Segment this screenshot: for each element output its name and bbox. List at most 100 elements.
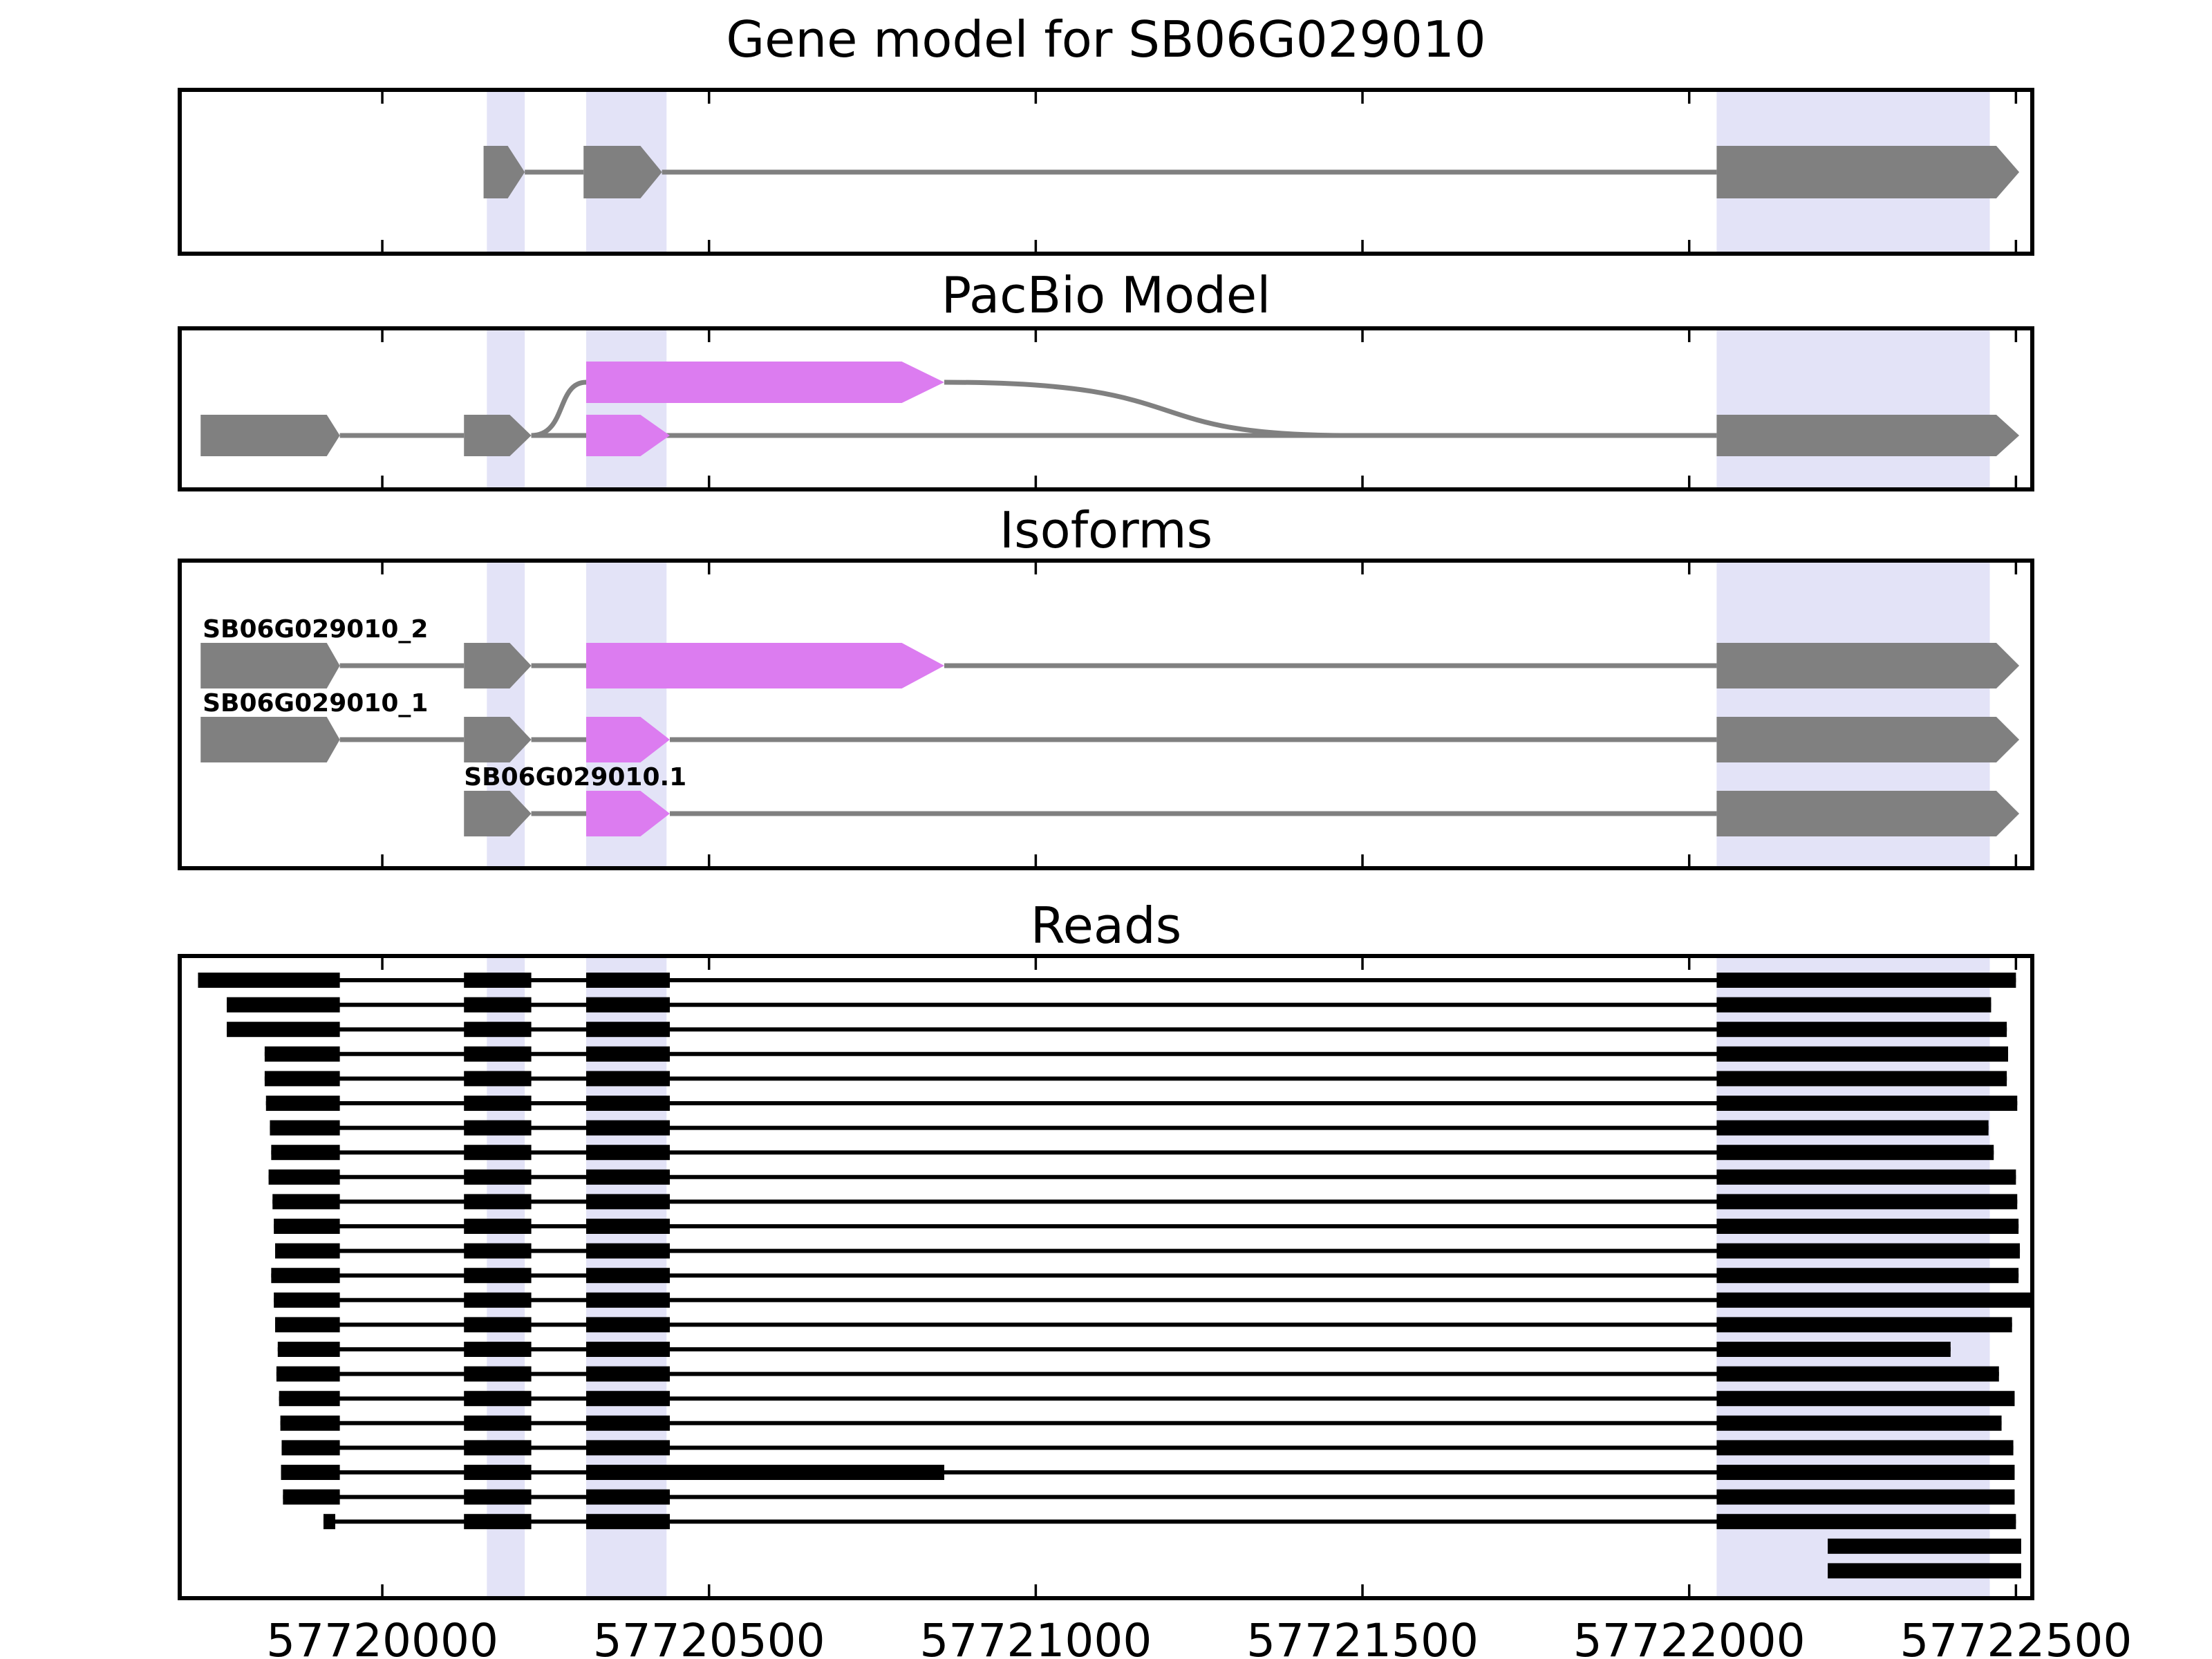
read-block	[280, 1415, 340, 1431]
read-block	[464, 1194, 532, 1210]
exon-arrow-magenta	[585, 643, 945, 688]
highlight-band	[585, 328, 667, 489]
read-block	[585, 1317, 670, 1333]
read-block	[585, 1169, 670, 1185]
read-track	[264, 1046, 2009, 1062]
read-track	[274, 1292, 2032, 1308]
read-block	[274, 1292, 340, 1308]
x-tick-label: 57720500	[593, 1614, 825, 1659]
exon-arrow-gray	[200, 643, 340, 688]
splice-curve	[944, 379, 1350, 438]
read-block	[464, 1120, 532, 1136]
read-block	[275, 1317, 340, 1333]
panel-border	[178, 559, 2034, 870]
panel-title-gene-model: Gene model for SB06G029010	[726, 10, 1485, 68]
read-track	[271, 1268, 2019, 1284]
read-block	[270, 1120, 340, 1136]
read-track	[1828, 1538, 2021, 1554]
read-block	[1716, 1489, 2015, 1505]
read-track	[198, 973, 2016, 988]
read-track	[227, 1022, 2007, 1038]
exon-arrow-gray	[464, 717, 532, 762]
panel-border	[178, 326, 2034, 491]
read-block	[464, 1342, 532, 1357]
exon-arrow-gray	[464, 415, 532, 456]
read-block	[277, 1342, 340, 1357]
read-track	[279, 1391, 2015, 1407]
read-block	[464, 1219, 532, 1234]
splice-curve	[531, 379, 587, 438]
panel-title-isoforms: Isoforms	[1000, 501, 1212, 559]
x-tick-label: 57722000	[1573, 1614, 1806, 1659]
exon-arrow-magenta	[585, 415, 670, 456]
x-tick-label: 57721000	[919, 1614, 1152, 1659]
read-block	[1716, 1022, 2007, 1038]
read-track	[277, 1342, 1951, 1357]
read-track	[275, 1317, 2012, 1333]
read-block	[464, 1243, 532, 1259]
read-block	[1716, 1145, 1994, 1161]
read-block	[1716, 1514, 2016, 1530]
panel-reads	[178, 954, 2034, 1600]
exon-arrow-gray	[1716, 415, 2020, 456]
read-track	[274, 1219, 2019, 1234]
read-block	[1716, 1317, 2012, 1333]
read-block	[464, 1169, 532, 1185]
read-track	[323, 1514, 2016, 1530]
read-block	[464, 997, 532, 1013]
read-block	[585, 1096, 670, 1111]
read-block	[585, 1366, 670, 1382]
read-block	[276, 1366, 340, 1382]
read-block	[274, 1219, 340, 1234]
exon-arrow-gray	[1716, 146, 2020, 198]
exon-arrow-gray	[200, 717, 340, 762]
read-block	[265, 1096, 340, 1111]
panel-gene_model	[178, 88, 2034, 256]
read-track	[270, 1120, 1989, 1136]
read-block	[585, 1391, 670, 1407]
read-track	[275, 1243, 2021, 1259]
exon-arrow-gray	[1716, 717, 2020, 762]
read-block	[464, 1268, 532, 1284]
exon-arrow-gray	[200, 415, 340, 456]
x-tick-label: 57720000	[266, 1614, 498, 1659]
read-block	[585, 1194, 670, 1210]
x-tick-label: 57721500	[1246, 1614, 1479, 1659]
read-block	[1716, 1219, 2019, 1234]
read-block	[585, 1022, 670, 1038]
read-block	[464, 1317, 532, 1333]
read-track	[281, 1465, 2015, 1480]
exon-arrow-gray	[1716, 643, 2020, 688]
read-block	[464, 1145, 532, 1161]
x-tick-label: 57722500	[1900, 1614, 2132, 1659]
panel-title-reads: Reads	[1031, 897, 1181, 955]
read-block	[1716, 1194, 2018, 1210]
read-track	[272, 1194, 2018, 1210]
read-block	[464, 1366, 532, 1382]
read-track	[283, 1489, 2015, 1505]
read-block	[1716, 973, 2016, 988]
read-block	[264, 1071, 340, 1087]
read-block	[1716, 1096, 2018, 1111]
read-block	[198, 973, 340, 988]
panel-isoforms: SB06G029010_2 SB06G029010_1 SB06G029010.1	[178, 559, 2034, 870]
read-track	[271, 1145, 1994, 1161]
read-block	[585, 1219, 670, 1234]
read-block	[464, 1465, 532, 1480]
read-block	[281, 1465, 340, 1480]
read-block	[272, 1194, 340, 1210]
read-block	[585, 1415, 670, 1431]
read-block	[1716, 1415, 2002, 1431]
read-block	[1716, 1391, 2015, 1407]
read-block	[464, 1514, 532, 1530]
exon-arrow-gray	[1716, 791, 2020, 836]
read-track	[1828, 1563, 2021, 1579]
read-track	[268, 1169, 2016, 1185]
read-block	[1716, 1169, 2016, 1185]
read-block	[585, 1342, 670, 1357]
read-block	[464, 1071, 532, 1087]
exon-arrow-gray	[464, 791, 532, 836]
read-block	[1716, 1465, 2015, 1480]
read-block	[264, 1046, 340, 1062]
